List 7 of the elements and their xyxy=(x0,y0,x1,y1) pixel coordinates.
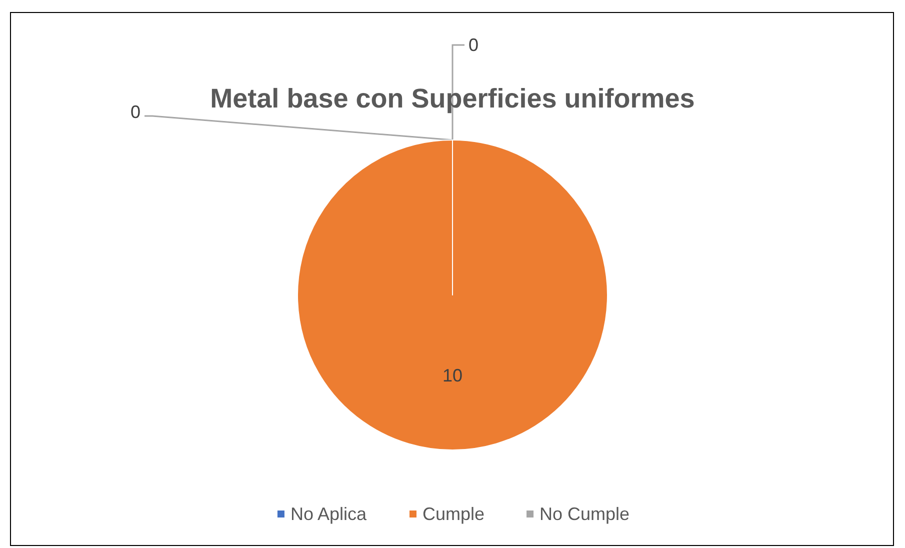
legend-label: Cumple xyxy=(422,504,485,524)
text: 0 xyxy=(468,35,479,55)
legend-label: No Cumple xyxy=(540,504,630,524)
chart-title: Metal base con Superficies uniformes xyxy=(210,84,695,114)
text: 0 xyxy=(130,102,140,122)
data-label: 10 xyxy=(442,366,463,386)
legend-label: No Aplica xyxy=(290,504,368,524)
